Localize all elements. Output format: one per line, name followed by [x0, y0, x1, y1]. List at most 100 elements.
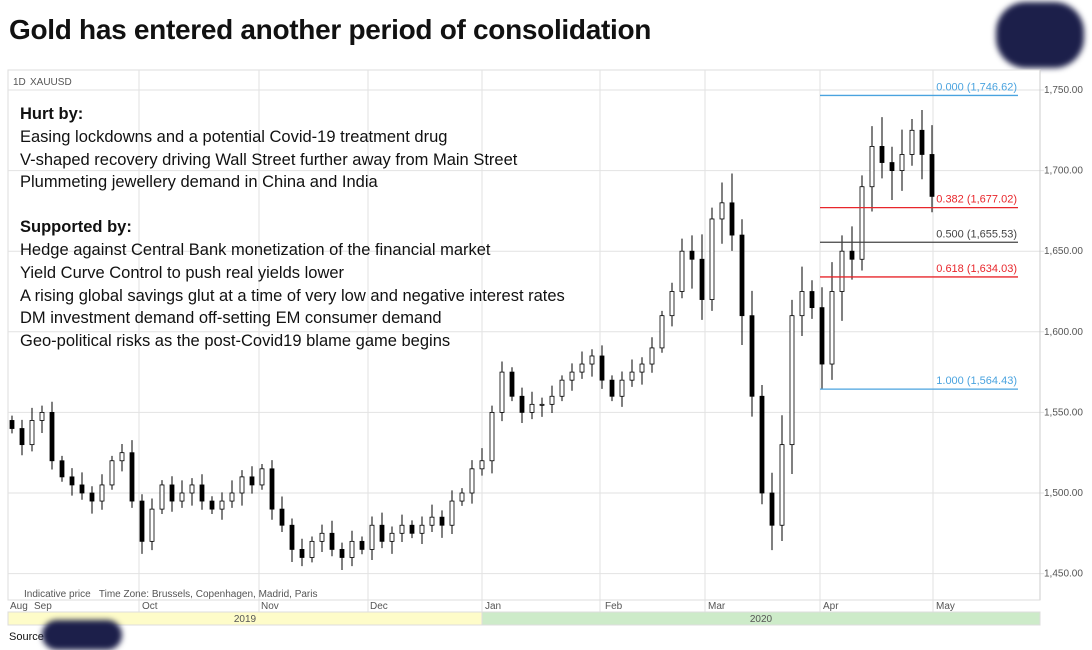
source-blurred	[42, 620, 122, 650]
candle	[709, 207, 715, 311]
candle	[419, 516, 425, 544]
candle	[399, 514, 405, 543]
candle-body	[29, 420, 35, 446]
month-label: Apr	[823, 601, 839, 612]
candle	[729, 173, 735, 251]
candle-body	[189, 484, 195, 494]
y-tick-label: 1,650.00	[1044, 246, 1083, 257]
candle	[189, 478, 195, 506]
candle-body	[309, 540, 315, 558]
y-tick-label: 1,750.00	[1044, 85, 1083, 96]
candle	[9, 415, 15, 434]
candle-body	[179, 492, 185, 502]
fib-label: 1.000 (1,564.43)	[936, 375, 1017, 387]
candle	[599, 345, 605, 389]
candle	[379, 512, 385, 549]
logo-blurred	[996, 2, 1084, 68]
candle-body	[409, 524, 415, 534]
candle-body	[929, 154, 935, 197]
fib-label: 0.382 (1,677.02)	[936, 194, 1017, 206]
plot-area	[7, 69, 1041, 601]
candle-body	[569, 371, 575, 381]
candle-body	[359, 540, 365, 550]
candle-body	[709, 218, 715, 300]
candle-body	[559, 379, 565, 397]
candle	[809, 280, 815, 319]
candle-body	[759, 395, 765, 494]
candle-body	[749, 315, 755, 397]
candle	[769, 472, 775, 551]
candle	[79, 472, 85, 500]
candle-body	[509, 371, 515, 397]
candle	[529, 391, 535, 420]
candle-body	[79, 484, 85, 494]
grid	[7, 69, 1044, 625]
candle	[469, 460, 475, 504]
month-label: Dec	[370, 601, 388, 612]
candle	[449, 490, 455, 534]
support-item: Geo-political risks as the post-Covid19 …	[20, 332, 451, 351]
month-label: Oct	[142, 601, 158, 612]
candle-body	[59, 460, 65, 478]
candle	[799, 266, 805, 336]
candle	[669, 282, 675, 327]
candle-body	[39, 411, 45, 421]
candle	[29, 407, 35, 452]
candle	[739, 219, 745, 346]
candle	[499, 361, 505, 422]
candle	[369, 516, 375, 561]
candle-body	[349, 540, 355, 558]
candle-body	[849, 250, 855, 260]
candle-body	[869, 146, 875, 188]
candle	[839, 235, 845, 321]
candle	[579, 351, 585, 379]
candle-body	[199, 484, 205, 502]
candle	[99, 474, 105, 510]
fib-label: 0.000 (1,746.62)	[936, 81, 1017, 93]
candle	[219, 492, 225, 520]
year-label: 2020	[750, 614, 773, 625]
candle	[329, 520, 335, 557]
candle	[269, 460, 275, 520]
candle-body	[19, 428, 25, 446]
candle-body	[479, 460, 485, 470]
candle	[169, 476, 175, 512]
candle	[179, 480, 185, 508]
y-tick-label: 1,700.00	[1044, 166, 1083, 177]
candle	[879, 117, 885, 179]
page-title: Gold has entered another period of conso…	[9, 14, 652, 45]
candle	[459, 488, 465, 506]
x-axis: Aug Sep Oct Nov Dec Jan Feb Mar Apr May 2019 2020	[7, 599, 1041, 626]
candle-body	[249, 476, 255, 486]
candle-body	[529, 403, 535, 413]
candle-body	[9, 420, 15, 429]
candle	[229, 480, 235, 508]
hurt-item: Easing lockdowns and a potential Covid-1…	[20, 127, 448, 146]
candle	[849, 226, 855, 280]
candle-body	[369, 524, 375, 550]
candle-body	[609, 379, 615, 397]
candle-body	[269, 468, 275, 510]
month-label: May	[936, 601, 955, 612]
candle-body	[89, 492, 95, 502]
candle-body	[669, 291, 675, 317]
candle-body	[729, 202, 735, 236]
candle-body	[819, 307, 825, 365]
candle-body	[519, 395, 525, 413]
candle-body	[429, 516, 435, 526]
candle-body	[379, 524, 385, 542]
candle-body	[889, 162, 895, 171]
candle	[299, 538, 305, 567]
year-band	[481, 611, 1041, 626]
candle	[159, 480, 165, 514]
candle-body	[799, 291, 805, 317]
source-label: Source	[9, 631, 44, 643]
candle	[389, 526, 395, 554]
support-item: A rising global savings glut at a time o…	[20, 286, 565, 305]
candle-body	[549, 395, 555, 405]
month-label: Sep	[34, 601, 52, 612]
candle	[479, 448, 485, 476]
candle	[689, 235, 695, 289]
footnote: Indicative price Time Zone: Brussels, Co…	[24, 589, 317, 600]
candle	[829, 262, 835, 380]
